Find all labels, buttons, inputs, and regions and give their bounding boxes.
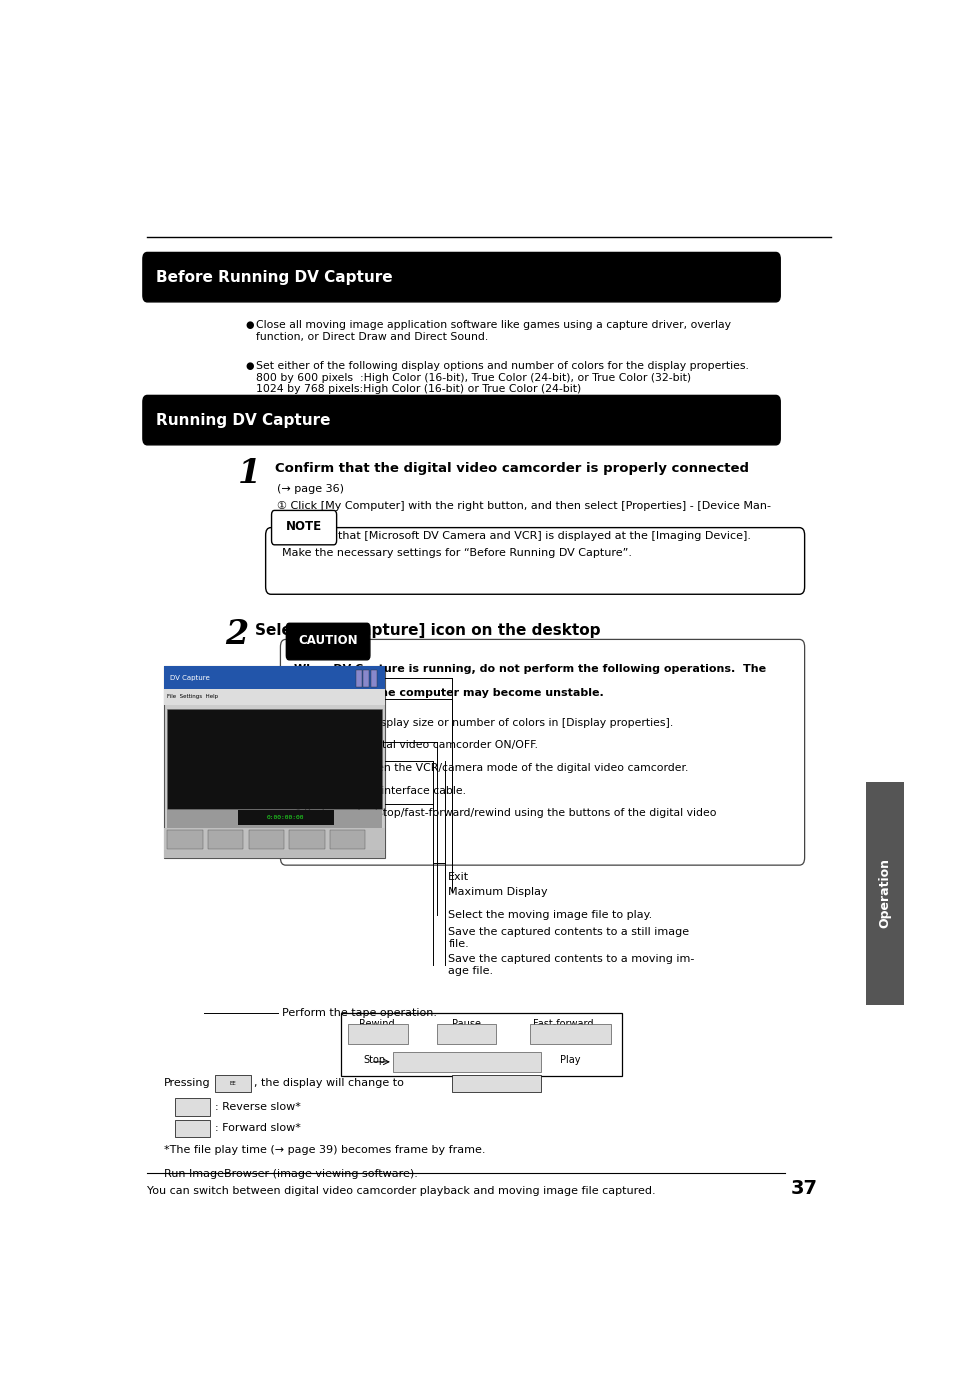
Bar <box>249 829 284 849</box>
Bar <box>341 1013 621 1076</box>
Text: Change the display size or number of colors in [Display properties].: Change the display size or number of col… <box>304 718 673 727</box>
Text: EE: EE <box>230 1081 236 1086</box>
Text: File  Settings  Help: File Settings Help <box>167 694 218 699</box>
Bar <box>164 850 385 857</box>
Text: Switch between the VCR/camera mode of the digital video camcorder.: Switch between the VCR/camera mode of th… <box>304 764 688 773</box>
FancyBboxPatch shape <box>143 253 780 302</box>
Bar <box>215 1075 251 1092</box>
Text: 1: 1 <box>237 456 260 490</box>
Text: Close all moving image application software like games using a capture driver, o: Close all moving image application softw… <box>255 320 730 342</box>
Text: Play: Play <box>559 1055 579 1065</box>
Bar <box>452 1075 540 1092</box>
Text: DV Capture: DV Capture <box>170 676 209 681</box>
Text: ●: ● <box>245 362 253 371</box>
Text: NOTE: NOTE <box>286 521 322 533</box>
Text: Set either of the following display options and number of colors for the display: Set either of the following display opti… <box>255 362 748 394</box>
FancyBboxPatch shape <box>272 511 336 544</box>
Text: ●: ● <box>245 320 253 331</box>
Text: Stop: Stop <box>363 1055 385 1065</box>
Text: (→ page 36): (→ page 36) <box>276 483 343 494</box>
Text: Save the captured contents to a still image
file.: Save the captured contents to a still im… <box>448 927 689 949</box>
Bar <box>164 828 385 852</box>
Bar <box>330 829 365 849</box>
Text: ●: ● <box>293 764 301 773</box>
FancyBboxPatch shape <box>286 623 370 660</box>
Text: *The file play time (→ page 39) becomes frame by frame.: *The file play time (→ page 39) becomes … <box>164 1145 485 1154</box>
Text: Perform play/stop/fast-forward/rewind using the buttons of the digital video
cam: Perform play/stop/fast-forward/rewind us… <box>304 808 716 829</box>
Text: You can switch between digital video camcorder playback and moving image file ca: You can switch between digital video cam… <box>147 1185 656 1196</box>
Text: Operation: Operation <box>878 859 891 928</box>
Text: Make the necessary settings for “Before Running DV Capture”.: Make the necessary settings for “Before … <box>281 549 631 558</box>
Text: operation of the computer may become unstable.: operation of the computer may become uns… <box>294 688 603 698</box>
Bar <box>208 829 243 849</box>
Bar <box>174 1099 210 1115</box>
Bar <box>164 666 385 690</box>
Text: Fast-forward: Fast-forward <box>532 1019 593 1029</box>
Bar <box>164 666 385 857</box>
FancyBboxPatch shape <box>280 639 803 866</box>
Text: Pause: Pause <box>452 1019 480 1029</box>
Bar <box>164 688 385 705</box>
FancyBboxPatch shape <box>143 395 780 445</box>
Text: , the display will change to: , the display will change to <box>253 1078 403 1089</box>
Text: Select [DV Capture] icon on the desktop: Select [DV Capture] icon on the desktop <box>254 623 599 638</box>
Bar <box>348 1025 407 1044</box>
Text: Confirm that the digital video camcorder is properly connected: Confirm that the digital video camcorder… <box>274 462 748 475</box>
Bar <box>393 1053 540 1072</box>
Text: Save the captured contents to a moving im-
age file.: Save the captured contents to a moving i… <box>448 955 694 976</box>
Bar <box>174 1120 210 1138</box>
Text: ●: ● <box>293 740 301 751</box>
Text: Run ImageBrowser (image viewing software).: Run ImageBrowser (image viewing software… <box>164 1168 417 1178</box>
Bar <box>237 810 334 825</box>
Bar <box>167 709 381 810</box>
FancyBboxPatch shape <box>265 528 803 595</box>
Text: 0:00:00:00: 0:00:00:00 <box>267 815 304 821</box>
Text: 2: 2 <box>225 618 248 651</box>
Text: Before Running DV Capture: Before Running DV Capture <box>156 269 393 285</box>
Text: When DV Capture is running, do not perform the following operations.  The: When DV Capture is running, do not perfo… <box>294 664 766 674</box>
Text: ●: ● <box>293 718 301 727</box>
Bar <box>289 829 324 849</box>
Text: : Forward slow*: : Forward slow* <box>215 1124 301 1134</box>
Text: 37: 37 <box>790 1180 817 1198</box>
Text: Perform the tape operation.: Perform the tape operation. <box>282 1008 436 1019</box>
Bar <box>436 1025 496 1044</box>
Text: Pressing: Pressing <box>164 1078 210 1089</box>
Text: Select the moving image file to play.: Select the moving image file to play. <box>448 910 652 920</box>
Text: ② Confirm that [Microsoft DV Camera and VCR] is displayed at the [Imaging Device: ② Confirm that [Microsoft DV Camera and … <box>276 530 750 542</box>
Text: Running DV Capture: Running DV Capture <box>156 413 331 427</box>
Text: Power the digital video camcorder ON/OFF.: Power the digital video camcorder ON/OFF… <box>304 740 537 751</box>
Text: Exit: Exit <box>448 872 469 882</box>
Text: CAUTION: CAUTION <box>298 634 357 646</box>
Bar <box>167 829 203 849</box>
Bar <box>370 670 376 687</box>
Bar <box>355 670 361 687</box>
Bar <box>167 810 381 828</box>
Text: Maximum Display: Maximum Display <box>448 886 547 898</box>
Text: Remove a DV interface cable.: Remove a DV interface cable. <box>304 786 466 796</box>
Text: ●: ● <box>293 808 301 818</box>
Bar <box>529 1025 610 1044</box>
Text: ●: ● <box>293 786 301 796</box>
Bar <box>363 670 369 687</box>
Text: Rewind: Rewind <box>358 1019 394 1029</box>
Text: : Reverse slow*: : Reverse slow* <box>215 1101 301 1113</box>
Text: ① Click [My Computer] with the right button, and then select [Properties] - [Dev: ① Click [My Computer] with the right but… <box>276 501 770 522</box>
